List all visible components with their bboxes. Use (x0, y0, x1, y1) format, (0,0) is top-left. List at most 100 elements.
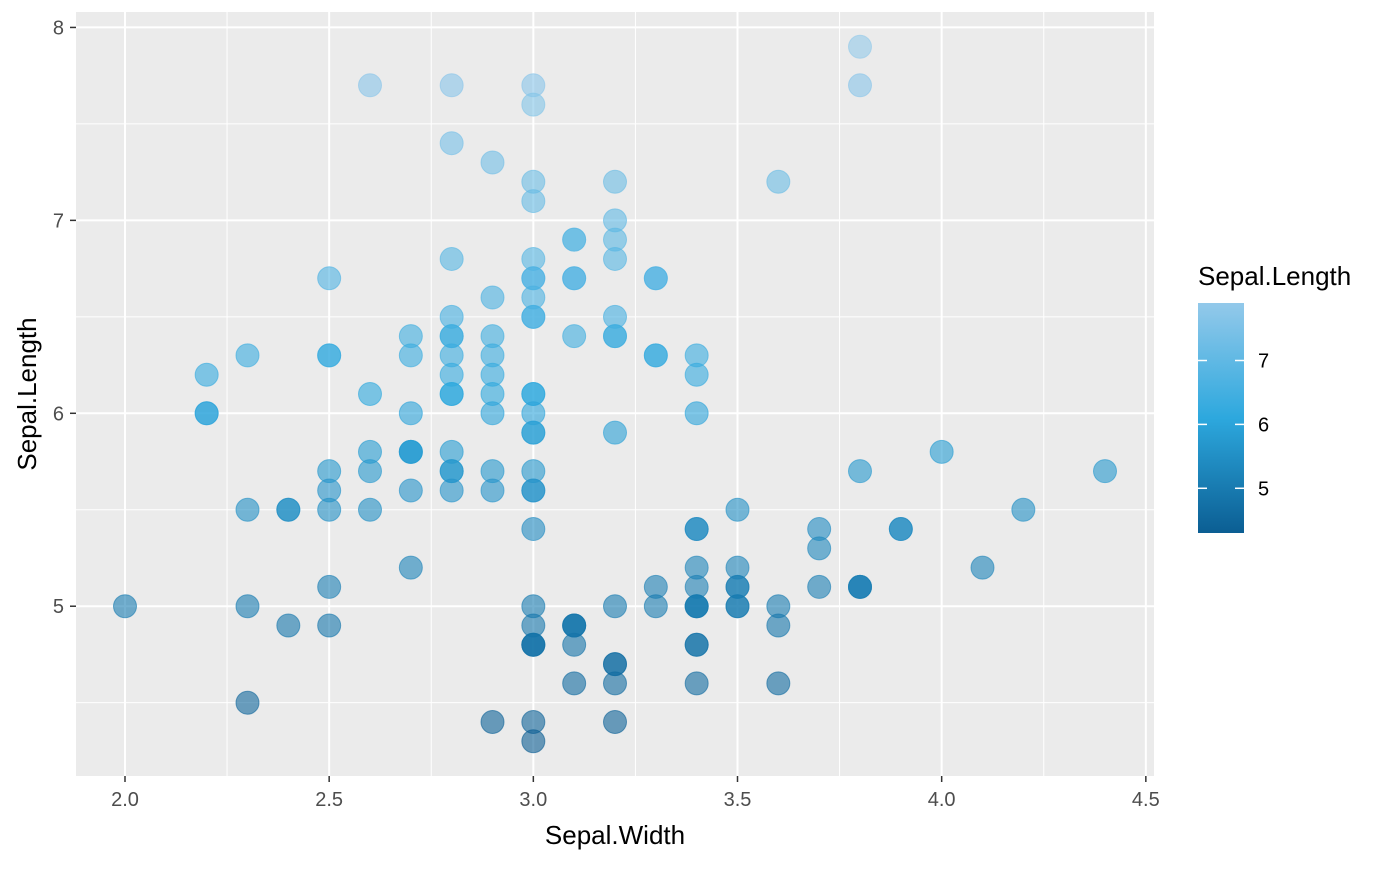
data-point (848, 73, 872, 98)
data-point (521, 92, 546, 117)
x-axis-title: Sepal.Width (545, 820, 685, 850)
y-axis-title: Sepal.Length (12, 317, 42, 470)
legend: Sepal.Length 5 6 7 (1198, 261, 1351, 533)
data-point (521, 478, 546, 503)
data-point (1093, 459, 1117, 484)
legend-tick-label: 7 (1258, 351, 1269, 373)
x-tick-label: 4.5 (1132, 789, 1160, 811)
data-point (235, 343, 260, 368)
data-point (439, 131, 464, 156)
data-point (521, 729, 546, 754)
data-point (235, 497, 260, 522)
data-point (439, 382, 464, 406)
data-point (194, 401, 219, 426)
data-point (684, 671, 709, 696)
data-point (603, 169, 627, 194)
data-point (848, 34, 872, 59)
data-point (439, 478, 464, 503)
data-point (358, 497, 382, 522)
data-point (643, 594, 668, 619)
data-point (562, 671, 587, 696)
data-point (725, 594, 750, 619)
data-point (398, 343, 423, 368)
y-tick-label: 7 (53, 210, 64, 232)
data-points (113, 34, 1117, 754)
y-tick-label: 6 (53, 403, 64, 425)
data-point (480, 150, 505, 175)
data-point (562, 632, 587, 657)
legend-tick-label: 6 (1258, 414, 1269, 436)
y-tick-label: 8 (53, 17, 64, 39)
data-point (603, 594, 627, 619)
x-tick-label: 3.5 (724, 789, 752, 811)
data-point (603, 671, 627, 696)
data-point (317, 574, 342, 599)
data-point (317, 613, 342, 638)
data-point (358, 459, 382, 484)
data-point (276, 497, 301, 522)
minor-gridlines (76, 12, 1154, 776)
data-point (235, 690, 260, 715)
data-point (562, 227, 587, 252)
data-point (235, 594, 260, 619)
data-point (480, 478, 505, 503)
data-point (970, 555, 995, 580)
data-point (684, 632, 709, 657)
data-point (888, 517, 913, 542)
data-point (398, 555, 423, 580)
data-point (521, 517, 546, 542)
data-point (480, 285, 505, 310)
data-point (317, 497, 342, 522)
data-point (562, 266, 587, 291)
data-point (603, 324, 627, 349)
legend-ticks: 5 6 7 (1198, 351, 1269, 500)
data-point (603, 420, 627, 445)
x-tick-label: 4.0 (928, 789, 956, 811)
data-point (317, 343, 342, 368)
data-point (1011, 497, 1036, 522)
y-tick-label: 5 (53, 596, 64, 618)
data-point (521, 304, 546, 329)
data-point (807, 536, 832, 561)
data-point (439, 73, 464, 98)
data-point (521, 420, 546, 445)
data-point (766, 169, 791, 194)
data-point (684, 517, 709, 542)
data-point (358, 382, 382, 406)
data-point (358, 73, 382, 98)
data-point (684, 362, 709, 387)
x-tick-label: 3.0 (519, 789, 547, 811)
data-point (521, 189, 546, 214)
data-point (398, 439, 423, 464)
data-point (766, 613, 791, 638)
legend-tick-label: 5 (1258, 478, 1269, 500)
data-point (439, 246, 464, 271)
x-tick-label: 2.0 (111, 789, 139, 811)
legend-title: Sepal.Length (1198, 261, 1351, 291)
data-point (398, 401, 423, 426)
legend-colorbar (1198, 303, 1244, 533)
data-point (684, 401, 709, 426)
data-point (276, 613, 301, 638)
data-point (603, 246, 627, 271)
data-point (684, 594, 709, 619)
data-point (807, 574, 832, 599)
data-point (317, 266, 342, 291)
data-point (643, 343, 668, 368)
data-point (766, 671, 791, 696)
plot-panel (76, 12, 1154, 776)
data-point (929, 439, 954, 464)
data-point (480, 401, 505, 426)
x-tick-label: 2.5 (315, 789, 343, 811)
data-point (521, 632, 546, 657)
x-axis: 2.0 2.5 3.0 3.5 4.0 4.5 (111, 776, 1160, 811)
data-point (643, 266, 668, 291)
data-point (562, 324, 587, 349)
data-point (725, 497, 750, 522)
data-point (848, 459, 872, 484)
data-point (480, 709, 505, 734)
data-point (398, 478, 423, 503)
y-axis: 5 6 7 8 (53, 17, 76, 618)
